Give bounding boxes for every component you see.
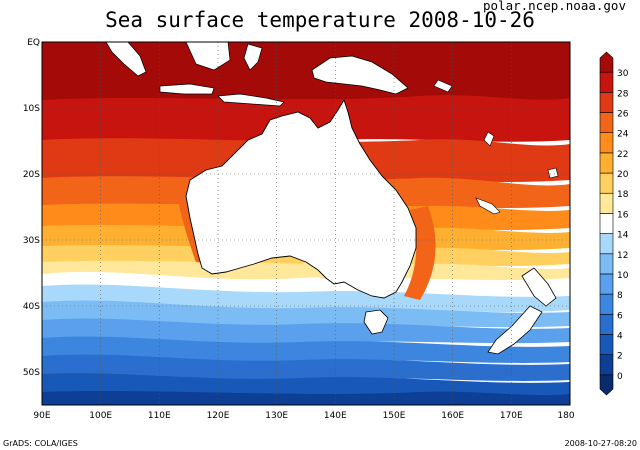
lon-label: 90E [33,411,50,421]
colorbar-label: 26 [617,110,629,120]
lon-label: 170E [500,411,523,421]
colorbar-segment [599,152,614,174]
colorbar-label: 6 [617,311,623,321]
lat-label: 20S [23,170,40,180]
solomon-islands [433,79,453,93]
vanuatu [483,131,495,147]
sst-band-8-10 [42,300,570,329]
colorbar-segment [599,172,614,194]
colorbar-segment [599,354,614,376]
colorbar-label: 14 [617,231,629,241]
australia-landmass [185,98,417,299]
sst-band-4-6 [42,336,570,363]
lesser-sunda-islands [217,93,285,107]
colorbar-label: 10 [617,271,629,281]
colorbar-segment [599,273,614,295]
borneo [185,42,231,71]
colorbar-segment [599,192,614,214]
lat-label: 10S [23,104,40,114]
latitude-axis: EQ 10S 20S 30S 40S 50S [23,38,40,378]
colorbar-label: 28 [617,89,629,99]
sst-band-2-4 [42,354,570,381]
new-zealand-south-island [487,305,543,355]
colorbar-segment [599,51,614,73]
colorbar-segment [599,233,614,255]
lat-label: 40S [23,302,40,312]
sulawesi [243,43,263,71]
lat-label: 50S [23,368,40,378]
map-frame [41,41,571,406]
east-australian-current [404,206,436,300]
lat-label: EQ [27,38,40,48]
colorbar-segment [599,92,614,113]
colorbar-label: 30 [617,69,629,79]
new-zealand-north-island [521,267,557,307]
colorbar-segment [599,71,614,93]
java [159,83,215,95]
colorbar-label: 16 [617,210,629,220]
colorbar-segment [599,132,614,154]
colorbar-segment [599,374,614,396]
lon-label: 120E [207,411,230,421]
colorbar-segment [599,293,614,315]
lon-label: 180 [557,411,574,421]
lon-label: 110E [148,411,171,421]
map-title: Sea surface temperature 2008-10-26 [105,8,535,32]
lon-label: 130E [265,411,288,421]
lon-label: 160E [441,411,464,421]
source-url: polar.ncep.noaa.gov [483,0,626,13]
sst-band-below-0 [42,391,570,405]
colorbar-label: 22 [617,150,628,160]
lon-label: 150E [383,411,406,421]
colorbar-label: 12 [617,251,628,261]
colorbar-label: 18 [617,190,629,200]
colorbar-label: 8 [617,291,623,301]
colorbar-label: 2 [617,352,623,362]
colorbar-segment [599,112,614,134]
timestamp-text: 2008-10-27-08:20 [564,439,637,448]
colorbar-label: 4 [617,331,623,341]
colorbar-label: 0 [617,372,623,382]
sumatra [105,42,147,77]
colorbar-segment [599,253,614,275]
lon-label: 100E [89,411,112,421]
graticule [42,42,570,405]
tasmania [363,309,389,335]
credit-text: GrADS: COLA/IGES [3,439,78,448]
colorbar-label: 24 [617,130,629,140]
longitude-axis: 90E 100E 110E 120E 130E 140E 150E 160E 1… [33,411,574,421]
lon-label: 140E [324,411,347,421]
colorbar-segment [599,313,614,335]
new-caledonia [475,197,501,215]
new-guinea [311,55,409,95]
colorbar-label: 20 [617,170,629,180]
colorbar-segment [599,334,614,355]
colorbar-segment [599,213,614,234]
temperature-field [42,42,570,405]
lat-label: 30S [23,236,40,246]
sst-band-6-8 [42,318,570,345]
fiji [547,167,559,179]
